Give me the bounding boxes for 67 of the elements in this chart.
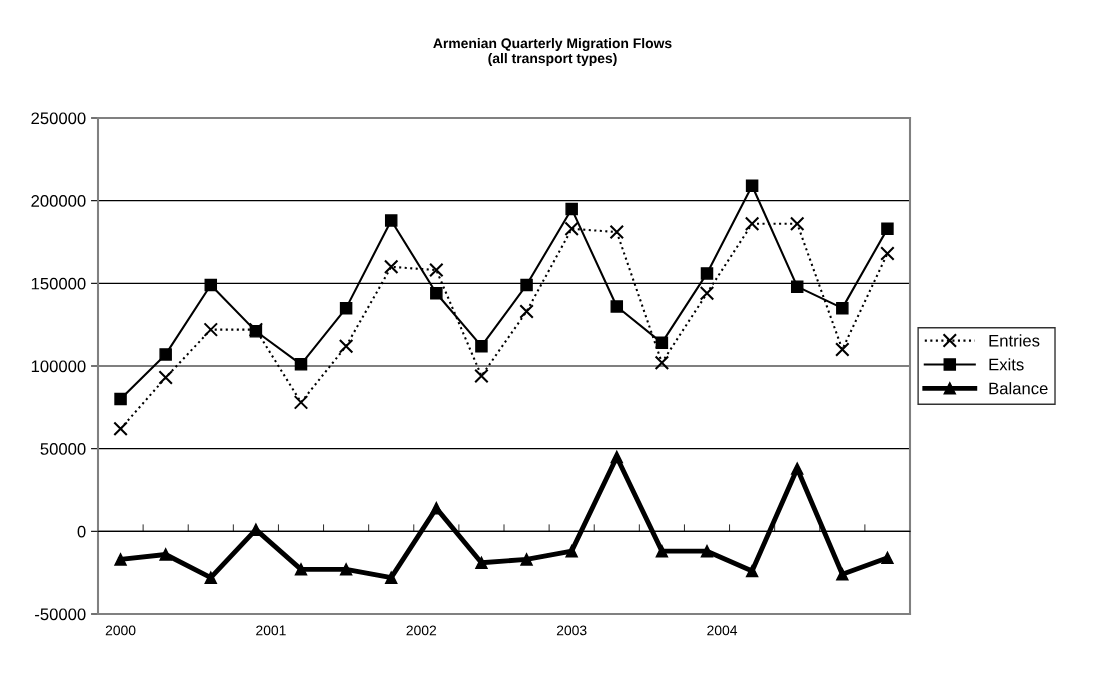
point: [655, 336, 669, 350]
x-tick-label: 2003: [556, 625, 587, 636]
point: [881, 222, 894, 236]
point: [204, 278, 218, 292]
point: [564, 221, 579, 237]
point: [880, 246, 895, 261]
point: [475, 339, 488, 353]
point: [430, 287, 443, 300]
legend-label: Entries: [989, 334, 1040, 347]
point: [520, 553, 533, 566]
point: [835, 342, 850, 357]
y-tick-label: 250000: [31, 112, 86, 125]
point: [113, 421, 128, 437]
y-tick-label: 0: [77, 525, 86, 538]
point: [699, 285, 715, 301]
point: [339, 563, 353, 576]
point: [565, 544, 578, 558]
y-tick-label: 100000: [31, 360, 86, 373]
legend-label: Exits: [989, 358, 1024, 371]
point: [293, 395, 309, 410]
y-tick-label: 200000: [31, 195, 86, 207]
point: [520, 278, 533, 292]
x-tick-label: 2004: [707, 625, 738, 636]
point: [159, 548, 172, 561]
legend-label: Balance: [989, 382, 1048, 395]
point: [789, 216, 805, 232]
point: [610, 450, 624, 464]
y-tick-label: -50000: [35, 608, 86, 621]
point: [204, 571, 218, 584]
point: [655, 544, 669, 558]
point: [475, 556, 488, 569]
point: [610, 300, 624, 313]
point: [790, 280, 804, 293]
point: [294, 358, 308, 371]
point: [114, 392, 127, 406]
point: [881, 551, 894, 565]
point: [744, 216, 760, 232]
point: [700, 544, 714, 558]
point: [430, 501, 443, 515]
point: [383, 259, 399, 275]
point: [429, 262, 444, 278]
point: [565, 202, 578, 216]
point: [384, 214, 398, 227]
y-tick-label: 50000: [40, 443, 86, 455]
x-tick-label: 2001: [256, 625, 286, 636]
x-tick-label: 2000: [105, 625, 136, 636]
point: [338, 338, 354, 354]
point: [519, 304, 534, 319]
point: [384, 571, 398, 584]
point: [790, 462, 804, 475]
point: [339, 301, 353, 315]
point: [609, 224, 625, 240]
point: [836, 301, 849, 315]
point: [158, 370, 173, 385]
chart-title: Armenian Quarterly Migration Flows (all transport types): [433, 38, 672, 66]
point: [654, 355, 670, 370]
point: [700, 267, 714, 280]
point: [474, 368, 489, 384]
point: [294, 563, 308, 576]
x-tick-label: 2002: [406, 625, 437, 636]
y-tick-label: 150000: [31, 277, 86, 290]
point: [114, 553, 127, 566]
point: [836, 568, 849, 581]
point: [203, 322, 219, 337]
point: [159, 348, 172, 361]
point: [745, 564, 759, 578]
point: [745, 179, 759, 193]
